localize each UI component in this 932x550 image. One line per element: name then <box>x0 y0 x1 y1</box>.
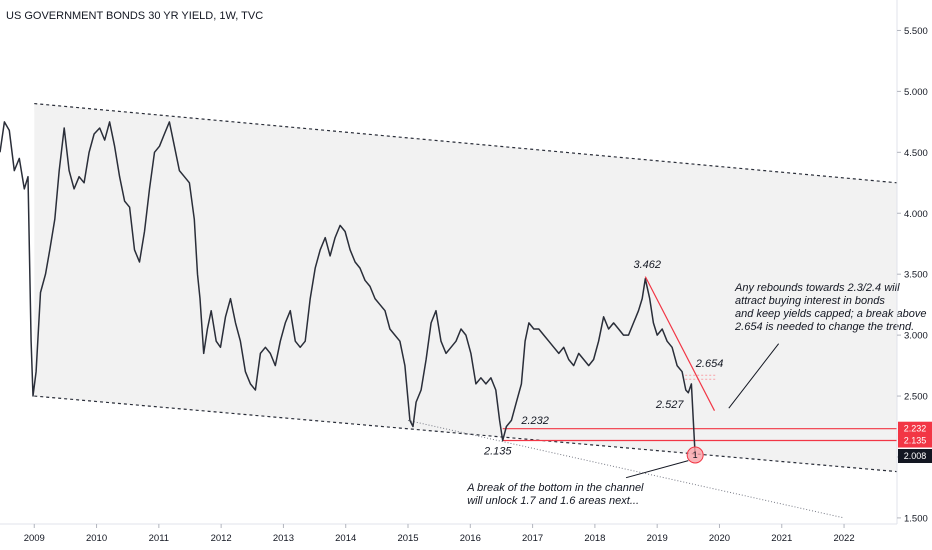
point-label: 3.462 <box>634 259 662 271</box>
annotation-line: will unlock 1.7 and 1.6 areas next... <box>467 495 639 507</box>
y-tick-label: 4.000 <box>904 209 928 220</box>
x-tick-label: 2020 <box>709 533 730 544</box>
annotation-line: and keep yields capped; a break above <box>735 308 926 320</box>
price-badge-label: 2.135 <box>904 436 927 446</box>
point-labels: 3.462 2.654 2.527 2.232 2.135 <box>483 259 723 457</box>
annotation-text-1: A break of the bottom in the channel will… <box>466 482 644 507</box>
y-tick-label: 1.500 <box>904 513 928 524</box>
downtrend-line <box>644 276 716 411</box>
x-tick-label: 2019 <box>647 533 668 544</box>
marker-label: 1 <box>693 450 698 460</box>
x-tick-label: 2013 <box>273 533 294 544</box>
price-badges: 2.232 2.135 2.008 <box>898 421 932 464</box>
price-badge <box>898 449 932 464</box>
point-label: 2.527 <box>655 399 684 411</box>
x-tick-label: 2012 <box>211 533 232 544</box>
channel-upper-line <box>34 102 898 184</box>
x-tick-label: 2022 <box>833 533 854 544</box>
x-tick-label: 2009 <box>24 533 45 544</box>
point-label: 2.232 <box>520 415 549 427</box>
x-tick-label: 2015 <box>397 533 418 544</box>
x-tick-label: 2011 <box>149 533 169 544</box>
horizontal-levels <box>502 428 897 442</box>
y-tick-label: 3.500 <box>904 270 928 281</box>
lower-trend-dotted-line <box>407 419 845 519</box>
channel-lower-line <box>34 395 898 473</box>
annotation-text-0: Any rebounds towards 2.3/2.4 will attract… <box>734 282 926 333</box>
x-tick-label: 2017 <box>522 533 543 544</box>
marker-circle <box>686 446 704 464</box>
channel-lines <box>34 102 898 519</box>
price-badge-label: 2.232 <box>904 424 927 434</box>
x-tick-label: 2016 <box>460 533 481 544</box>
x-tick-label: 2010 <box>86 533 107 544</box>
y-tick-label: 5.000 <box>904 87 928 98</box>
annotation-line: Any rebounds towards 2.3/2.4 will <box>734 282 900 294</box>
yield-series-line <box>0 121 696 457</box>
channel-fill <box>34 103 897 472</box>
point-label: 2.135 <box>483 446 512 458</box>
annotation-pointer-1 <box>625 460 689 479</box>
price-badge <box>898 433 932 448</box>
chart-title: US GOVERNMENT BONDS 30 YR YIELD, 1W, TVC <box>6 10 263 22</box>
y-tick-label: 5.500 <box>904 26 928 37</box>
price-badge <box>898 421 932 436</box>
annotation-line: 2.654 is needed to change the trend. <box>734 321 914 333</box>
drop-marker: 1 <box>686 446 704 464</box>
x-tick-label: 2018 <box>584 533 605 544</box>
annotation-line: A break of the bottom in the channel <box>466 482 644 494</box>
annotation-pointers <box>625 343 780 479</box>
y-tick-label: 2.500 <box>904 392 928 403</box>
time-axis: 2009 2010 2011 2012 2013 2014 2015 2016 2017 2018… <box>24 524 855 544</box>
point-label: 2.654 <box>695 358 724 370</box>
annotation-pointer-0 <box>728 343 780 409</box>
annotation-line: attract buying interest in bonds <box>735 295 885 307</box>
x-tick-label: 2014 <box>335 533 356 544</box>
y-tick-label: 4.500 <box>904 148 928 159</box>
price-badge-label: 2.008 <box>904 451 927 461</box>
annotations: Any rebounds towards 2.3/2.4 will attract… <box>466 282 926 507</box>
x-tick-label: 2021 <box>771 533 792 544</box>
y-tick-label: 3.000 <box>904 331 928 342</box>
